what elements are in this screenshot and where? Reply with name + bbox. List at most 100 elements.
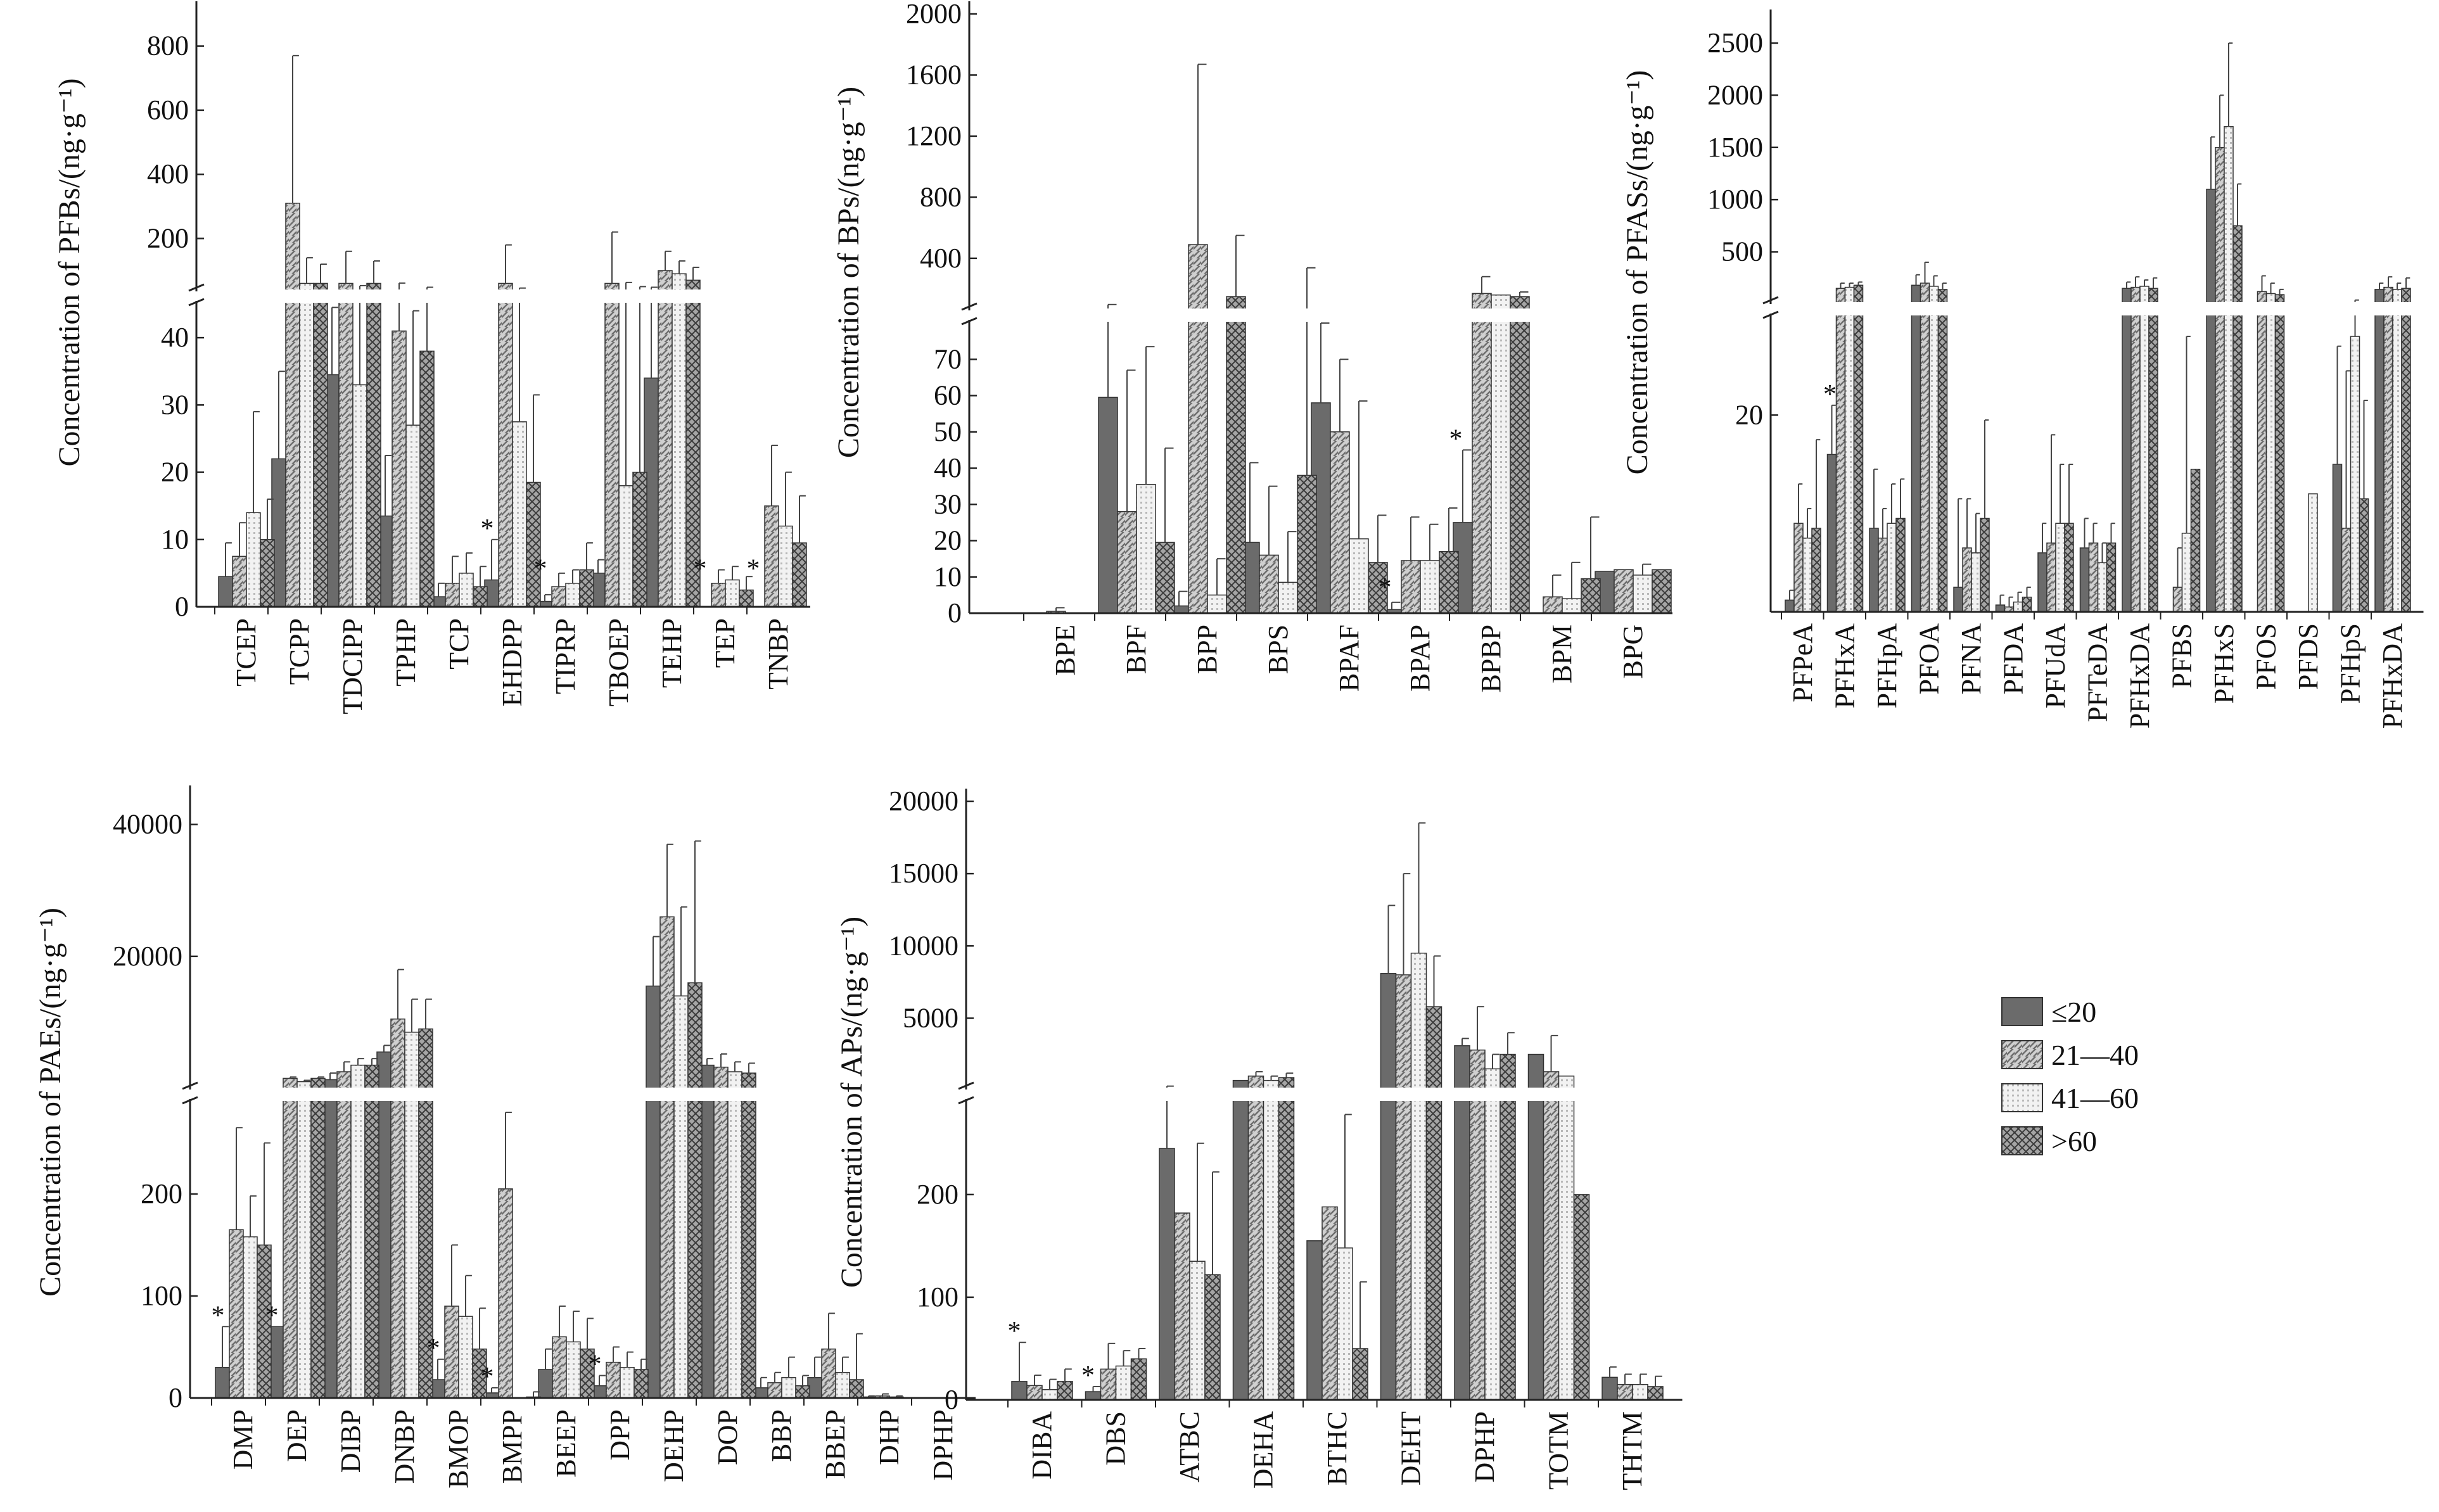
significance-mark: * <box>212 1301 225 1330</box>
x-tick-label: BPBP <box>1475 625 1506 693</box>
bar <box>296 1081 312 1399</box>
bar <box>1297 474 1317 614</box>
bar <box>606 1361 621 1399</box>
bar <box>1188 244 1208 614</box>
bar <box>604 283 620 607</box>
x-tick-label: TEHP <box>656 618 687 688</box>
bar <box>1189 1261 1206 1401</box>
bar <box>1573 1194 1590 1401</box>
significance-mark: * <box>427 1334 440 1363</box>
y-tick-label: 100 <box>141 1280 182 1311</box>
significance-mark: * <box>1081 1361 1095 1390</box>
bar <box>260 539 275 607</box>
legend-label: ≤20 <box>2051 996 2096 1028</box>
bar <box>285 203 300 607</box>
axis-break-band <box>969 1088 1685 1101</box>
y-tick-label: 1500 <box>1707 132 1763 163</box>
bar <box>1247 1076 1264 1401</box>
bar <box>215 1366 230 1399</box>
bar <box>1491 294 1511 614</box>
bar <box>2097 562 2108 613</box>
bar <box>1306 1240 1323 1401</box>
x-tick-label: BPF <box>1121 625 1152 674</box>
bar <box>350 1064 366 1399</box>
bar <box>2046 542 2056 613</box>
x-tick-label: BPM <box>1546 625 1577 683</box>
bar <box>2374 289 2385 613</box>
bar <box>392 330 407 607</box>
x-tick-label: THTM <box>1617 1411 1648 1490</box>
bar <box>2181 532 2192 613</box>
bar <box>739 589 754 607</box>
y-tick-label: 10 <box>934 561 962 592</box>
y-tick-label: 1200 <box>906 120 962 151</box>
x-tick-label: PFTeDA <box>2082 623 2113 722</box>
bar <box>552 1336 567 1399</box>
bar <box>246 512 261 607</box>
bar <box>1647 1386 1664 1401</box>
y-tick-label: 2000 <box>906 0 962 29</box>
bar <box>1614 569 1634 614</box>
legend: ≤20 21—40 41—60 >60 <box>2001 996 2139 1157</box>
bar <box>283 1077 298 1399</box>
bar <box>444 1306 459 1399</box>
x-tick-label: BPE <box>1050 625 1081 676</box>
bar <box>1041 1389 1058 1401</box>
x-tick-label: PFHxS <box>2208 623 2239 704</box>
x-tick-label: PFHxA <box>1830 623 1861 709</box>
bar <box>2064 523 2074 613</box>
x-tick-label: TDCIPP <box>337 618 368 715</box>
bar <box>1204 1274 1221 1401</box>
x-tick-label: BEEP <box>551 1409 582 1478</box>
bar <box>352 384 367 607</box>
bar <box>2079 547 2090 613</box>
x-tick-label: BTHC <box>1321 1411 1353 1485</box>
significance-mark: * <box>589 1350 602 1380</box>
bar <box>218 576 233 607</box>
axis-break-band <box>193 1088 978 1101</box>
bar <box>2332 464 2343 613</box>
significance-mark: * <box>1823 380 1837 409</box>
bar <box>1155 542 1175 614</box>
y-tick-label: 50 <box>934 416 962 447</box>
bar <box>2139 286 2149 613</box>
chart-panel: 0 100 200 5000 10000 15000 20000 DIBA DBS ATBC DEH… <box>835 785 1685 1490</box>
bar <box>1420 560 1440 614</box>
bar <box>445 583 460 607</box>
x-tick-label: BMOP <box>443 1409 474 1489</box>
axis-break-band <box>972 308 1675 322</box>
bar <box>1633 575 1653 614</box>
y-tick-label: 40 <box>161 322 189 353</box>
bar <box>792 542 807 607</box>
x-tick-label: DNBP <box>389 1409 420 1483</box>
y-tick-label: 400 <box>920 243 962 274</box>
bar <box>2190 469 2201 613</box>
bar <box>1207 594 1227 614</box>
bar <box>2350 336 2360 613</box>
bar <box>632 471 647 607</box>
y-tick-label: 30 <box>161 389 189 420</box>
bar <box>2130 286 2141 613</box>
bar <box>1632 1383 1648 1401</box>
x-tick-label: PFHpS <box>2335 623 2366 704</box>
bar <box>390 1018 405 1399</box>
y-tick-label: 200 <box>147 223 189 254</box>
y-tick-label: 30 <box>934 488 962 519</box>
x-tick-label: BPG <box>1617 625 1648 679</box>
bar <box>1368 562 1388 614</box>
bar <box>1469 1049 1486 1401</box>
y-tick-label: 10000 <box>889 930 958 961</box>
x-tick-label: BBEP <box>820 1409 851 1479</box>
y-tick-label: 70 <box>934 343 962 374</box>
bar <box>1174 1212 1190 1401</box>
bar <box>1278 581 1298 614</box>
bar <box>711 583 726 607</box>
significance-mark: * <box>481 514 494 543</box>
bar <box>2359 498 2369 613</box>
bar <box>1278 1077 1295 1401</box>
bar <box>1785 599 1795 613</box>
bar <box>713 1066 729 1399</box>
chart-panel: 20 500 1000 1500 2000 2500 PFPeA PFHxA PFHpA PFOA… <box>1621 10 2426 728</box>
y-tick-label: 400 <box>147 158 189 189</box>
